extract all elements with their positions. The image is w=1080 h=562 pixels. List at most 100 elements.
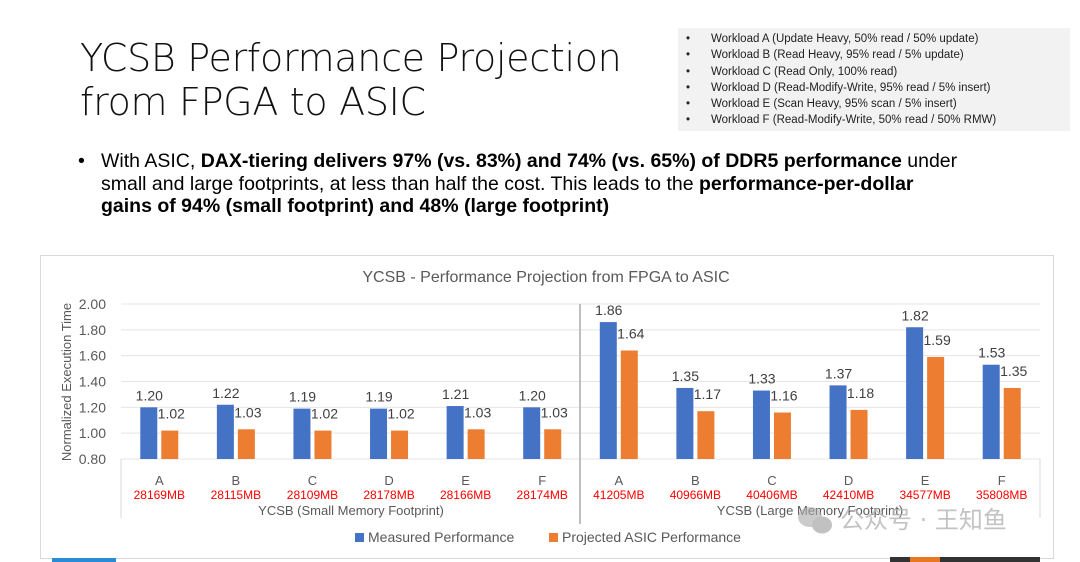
footprint-label: 28174MB [517,488,568,502]
data-label-measured: 1.37 [825,365,852,381]
bar-projected [237,429,255,459]
bar-measured [906,327,924,459]
x-tick-label: C [767,473,776,488]
legend-label-projected: Projected ASIC Performance [562,529,741,545]
footprint-label: 42410MB [823,488,874,502]
data-label-projected: 1.03 [541,404,568,420]
data-label-measured: 1.22 [212,385,239,401]
bar-projected [697,411,715,459]
data-label-projected: 1.02 [311,406,338,422]
y-tick-label: 1.20 [79,399,106,415]
data-label-measured: 1.19 [289,389,316,405]
x-tick-label: F [538,473,546,488]
chart-frame [40,255,1054,559]
summary-bold: DAX-tiering delivers 97% (vs. 83%) and 7… [200,150,902,172]
legend: Measured Performance Projected ASIC Perf… [355,529,741,545]
data-label-projected: 1.59 [924,332,951,348]
workload-item: Workload C (Read Only, 100% read) [678,64,1070,81]
x-tick-label: B [232,473,241,488]
summary-text: under small and large footprints, at les… [101,150,958,195]
data-label-measured: 1.20 [136,387,163,403]
summary-bold: performance-per-dollar gains of 94% (sma… [101,172,914,218]
x-tick-label: D [844,473,853,488]
y-tick-label: 1.40 [79,374,106,390]
legend-swatch-projected [549,533,558,542]
legend-label-measured: Measured Performance [368,529,515,545]
footprint-label: 28109MB [287,488,338,502]
slide-title-line-1: YCSB Performance Projection [80,36,622,80]
data-label-projected: 1.02 [158,406,185,422]
data-label-measured: 1.86 [595,302,622,318]
data-label-measured: 1.35 [672,368,699,384]
data-label-projected: 1.03 [234,404,261,420]
footprint-label: 28178MB [363,488,414,502]
data-label-projected: 1.18 [847,385,874,401]
bar-measured [752,390,770,459]
logo-fragment-right [890,557,1040,562]
footprint-label: 40966MB [670,488,721,502]
data-label-measured: 1.20 [519,387,546,403]
bar-projected [467,429,485,459]
footprint-label: 28169MB [134,488,185,502]
footprint-label: 28115MB [211,488,261,502]
workload-list-box: Workload A (Update Heavy, 50% read / 50%… [678,28,1070,131]
legend-swatch-measured [355,533,364,542]
bullet-marker: • [78,150,85,172]
x-tick-label: A [614,473,623,488]
data-label-projected: 1.16 [770,388,797,404]
summary-text: With ASIC, [101,150,201,172]
workload-item: Workload B (Read Heavy, 95% read / 5% up… [678,47,1070,64]
x-tick-label: D [384,473,393,488]
workload-item: Workload A (Update Heavy, 50% read / 50%… [678,31,1070,48]
bar-measured [599,322,617,459]
bar-measured [523,407,541,459]
x-tick-label: A [155,473,164,488]
bar-measured [446,406,464,459]
y-axis-label: Normalized Execution Time [59,303,74,461]
workload-item: Workload E (Scan Heavy, 95% scan / 5% in… [678,96,1070,113]
y-tick-label: 1.80 [79,322,106,338]
data-label-measured: 1.21 [442,386,469,402]
y-tick-label: 0.80 [79,451,106,467]
y-tick-label: 1.00 [79,425,106,441]
watermark: 公众号 · 王知鱼 [840,506,1007,534]
group-label-small: YCSB (Small Memory Footprint) [258,503,444,518]
data-label-measured: 1.53 [978,345,1005,361]
chart-title: YCSB - Performance Projection from FPGA … [362,269,729,286]
bar-projected [161,430,179,459]
bar-measured [140,407,158,459]
y-tick-label: 1.60 [79,348,106,364]
x-tick-label: C [308,473,317,488]
data-label-measured: 1.82 [902,307,929,323]
bar-projected [620,350,638,459]
bar-measured [216,404,234,459]
y-tick-label: 2.00 [79,296,106,312]
bar-projected [773,412,791,459]
x-tick-label: F [998,473,1006,488]
logo-fragment-right-accent [910,557,940,562]
footprint-label: 41205MB [593,488,644,502]
bar-measured [676,387,694,459]
slide-title-line-2: from FPGA to ASIC [80,80,426,124]
data-label-projected: 1.35 [1000,363,1027,379]
data-label-projected: 1.17 [694,386,721,402]
wechat-icon [798,507,832,534]
data-label-measured: 1.19 [365,389,392,405]
slide-title: YCSB Performance Projection from FPGA to… [80,36,622,124]
bar-measured [829,385,847,459]
footprint-label: 34577MB [899,488,950,502]
data-label-projected: 1.64 [617,326,644,342]
x-tick-label: B [691,473,700,488]
data-label-measured: 1.33 [748,371,775,387]
footprint-label: 40406MB [746,488,797,502]
bar-projected [927,356,945,459]
bar-measured [293,408,311,459]
bar-projected [544,429,562,459]
x-tick-label: E [461,473,470,488]
bar-measured [370,408,388,459]
summary-bullet: • With ASIC, DAX-tiering delivers 97% (v… [78,150,958,218]
logo-fragment-left [52,558,116,562]
bar-projected [314,430,332,459]
bar-projected [391,430,409,459]
